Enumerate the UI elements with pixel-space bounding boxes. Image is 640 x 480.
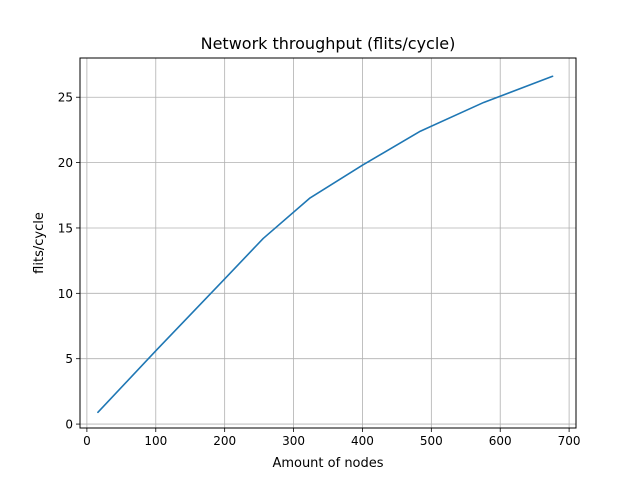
series-layer xyxy=(97,75,554,414)
x-axis-label: Amount of nodes xyxy=(272,456,383,471)
y-tick-label: 15 xyxy=(58,221,73,235)
x-tick-label: 100 xyxy=(144,434,167,448)
y-tick-label: 10 xyxy=(58,287,73,301)
x-tick-label: 600 xyxy=(489,434,512,448)
x-tick-label: 200 xyxy=(213,434,236,448)
plot-frame xyxy=(79,57,577,429)
x-tick-label: 0 xyxy=(83,434,91,448)
y-tick-label: 5 xyxy=(65,352,73,366)
x-tick-label: 500 xyxy=(420,434,443,448)
x-tick-label: 400 xyxy=(351,434,374,448)
x-tick-label: 300 xyxy=(282,434,305,448)
series-line-0 xyxy=(97,75,554,414)
chart-title: Network throughput (flits/cycle) xyxy=(201,34,456,53)
y-tick-label: 25 xyxy=(58,91,73,105)
x-tick-label: 700 xyxy=(558,434,581,448)
y-tick-label: 20 xyxy=(58,156,73,170)
y-tick-label: 0 xyxy=(65,418,73,432)
y-axis-label: flits/cycle xyxy=(32,212,47,274)
grid-lines xyxy=(80,58,576,428)
tick-marks: 0 100 200 300 400 500 600 700 0 5 10 15 20 25 xyxy=(58,91,581,448)
